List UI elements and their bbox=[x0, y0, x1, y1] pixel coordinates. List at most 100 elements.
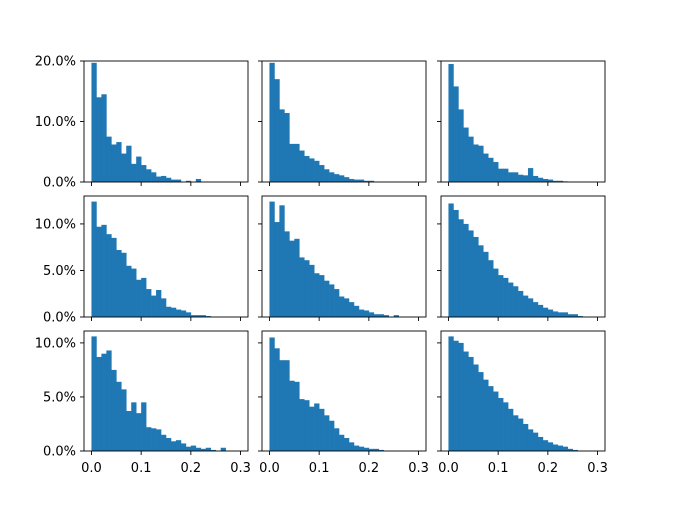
histogram-bar bbox=[498, 275, 504, 317]
histogram-bar bbox=[279, 109, 285, 182]
histogram-bar bbox=[518, 290, 524, 317]
axes-frame bbox=[440, 195, 606, 318]
histogram-bar bbox=[542, 178, 549, 182]
histogram-bar bbox=[463, 223, 469, 317]
histogram-bar bbox=[274, 348, 280, 451]
histogram-bar bbox=[91, 201, 97, 317]
histogram-bar bbox=[498, 168, 504, 182]
histogram-bar bbox=[151, 428, 157, 451]
x-tick-label: 0.3 bbox=[408, 461, 429, 476]
histogram-bar bbox=[161, 434, 167, 451]
histogram-bar bbox=[523, 423, 529, 451]
histogram-bar bbox=[503, 277, 509, 317]
histogram-bar bbox=[185, 446, 192, 451]
histogram-bar bbox=[562, 446, 569, 451]
histogram-bar bbox=[508, 408, 514, 451]
histogram-bar bbox=[448, 336, 454, 451]
histogram-bar bbox=[106, 234, 112, 317]
x-tick-label: 0.3 bbox=[230, 461, 251, 476]
histogram-bar bbox=[269, 337, 275, 451]
histogram-bar bbox=[478, 245, 484, 317]
y-tick-label: 20.0% bbox=[35, 55, 76, 70]
axes-frame bbox=[83, 330, 249, 452]
histogram-bar bbox=[170, 179, 177, 182]
histogram-bar bbox=[166, 306, 172, 317]
histogram-bar bbox=[309, 158, 315, 182]
histogram-bar bbox=[195, 178, 202, 182]
histogram-bar bbox=[299, 399, 305, 451]
histogram-bar bbox=[121, 252, 127, 317]
histogram-bar bbox=[373, 314, 380, 317]
histogram-bar bbox=[463, 127, 469, 182]
histogram-bar bbox=[547, 309, 554, 317]
histogram-bar bbox=[111, 144, 117, 182]
histogram-bar bbox=[353, 305, 360, 317]
histogram-bar bbox=[96, 97, 102, 182]
histogram-bar bbox=[537, 304, 544, 317]
histogram-bar bbox=[513, 286, 519, 317]
histogram-bar bbox=[552, 311, 559, 317]
y-tick-label: 10.0% bbox=[35, 217, 76, 232]
histogram-bar bbox=[358, 446, 365, 451]
histogram-bar bbox=[363, 310, 370, 317]
y-tick-label: 10.0% bbox=[35, 115, 76, 130]
histogram-bar bbox=[205, 316, 212, 317]
histogram-bar bbox=[146, 289, 152, 317]
histogram-bar bbox=[473, 236, 479, 317]
histogram-bar bbox=[473, 144, 479, 182]
histogram-bar bbox=[200, 315, 207, 317]
axes-frame bbox=[83, 195, 249, 318]
histogram-bar bbox=[527, 168, 534, 182]
histogram-bar bbox=[166, 438, 172, 451]
histogram-bar bbox=[532, 175, 539, 182]
histogram-bar bbox=[453, 209, 459, 317]
histogram-bar bbox=[136, 279, 142, 317]
histogram-bar bbox=[358, 309, 365, 317]
histogram-bar bbox=[284, 231, 290, 317]
histogram-bar bbox=[126, 411, 132, 451]
histogram-bar bbox=[220, 447, 226, 451]
histogram-bar bbox=[151, 172, 157, 182]
histogram-bar bbox=[309, 264, 315, 317]
histogram-bar bbox=[527, 429, 534, 451]
histogram-bar bbox=[161, 175, 167, 182]
histogram-bar bbox=[557, 445, 564, 451]
subplot-r1-c1 bbox=[258, 195, 427, 321]
histogram-bar bbox=[562, 312, 569, 317]
histogram-bar bbox=[572, 449, 578, 451]
histogram-bar bbox=[453, 340, 459, 451]
histogram-bar bbox=[304, 400, 310, 451]
histogram-bar bbox=[161, 298, 167, 317]
histogram-bar bbox=[488, 157, 494, 182]
histogram-bar bbox=[532, 302, 539, 317]
histogram-bar bbox=[121, 389, 127, 451]
histogram-bar bbox=[508, 282, 514, 317]
subplot-r1-c2 bbox=[437, 195, 606, 321]
histogram-bar bbox=[91, 62, 97, 183]
histogram-bar bbox=[363, 447, 370, 451]
histogram-bar bbox=[523, 295, 529, 317]
histogram-bar bbox=[131, 402, 137, 451]
histogram-bar bbox=[329, 420, 335, 451]
histogram-bar bbox=[319, 275, 325, 317]
histogram-bar bbox=[170, 441, 177, 451]
histogram-bar bbox=[141, 402, 147, 451]
histogram-bar bbox=[383, 315, 390, 317]
x-tick-label: 0.2 bbox=[538, 461, 559, 476]
histogram-bar bbox=[146, 169, 152, 182]
axes-frame bbox=[261, 330, 427, 452]
histogram-bar bbox=[334, 174, 340, 182]
histogram-bar bbox=[166, 177, 172, 182]
histogram-bar bbox=[577, 316, 583, 317]
histogram-bar bbox=[344, 177, 350, 182]
histogram-bar bbox=[294, 381, 300, 451]
histogram-bar bbox=[175, 440, 182, 451]
histogram-bar bbox=[348, 178, 355, 182]
histogram-bar bbox=[319, 165, 325, 182]
subplot-r2-c2: 0.0 0.1 0.2 0.3 bbox=[437, 330, 608, 476]
histogram-bar bbox=[121, 153, 127, 182]
y-tick-label: 0.0% bbox=[43, 176, 76, 191]
histogram-bar bbox=[141, 165, 147, 182]
histogram-bar bbox=[324, 169, 330, 182]
